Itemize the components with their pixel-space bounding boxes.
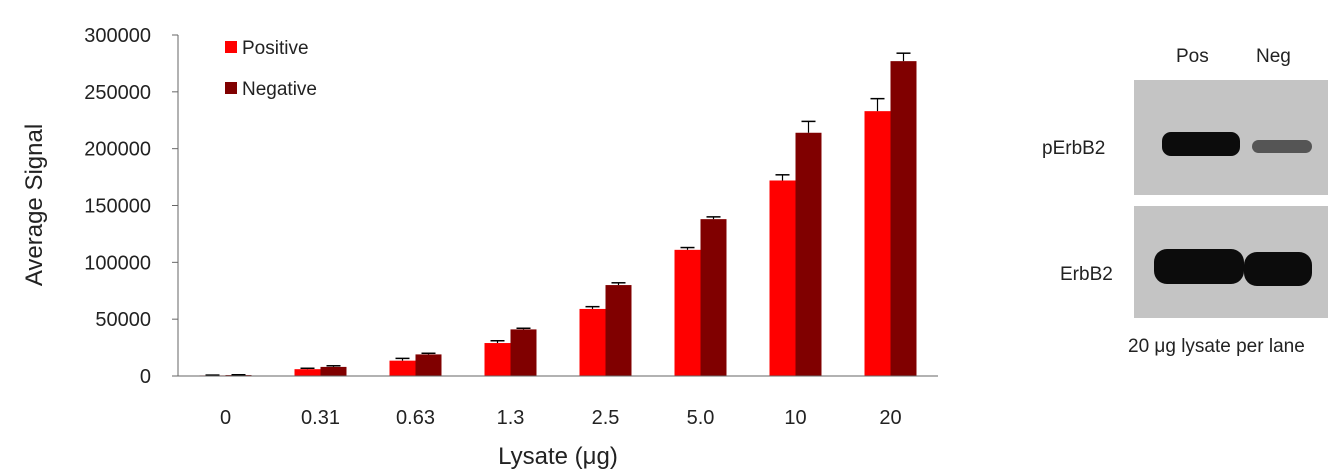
y-axis-label: Average Signal [21,124,48,286]
y-tick-label: 300000 [84,25,151,47]
bar-positive [484,343,511,376]
y-tick-label: 0 [140,366,151,388]
blot-membrane-erbb2 [1134,206,1328,318]
row-label-perbb2: pErbB2 [1042,138,1106,159]
x-tick-label: 5.0 [687,407,715,429]
band-neg-perbb2 [1252,140,1312,153]
x-axis-ticks: 0 0.31 0.63 1.3 2.5 5.0 10 20 [220,407,902,429]
band-neg-erbb2 [1244,252,1312,286]
y-axis-ticks: 0 50000 100000 150000 200000 250000 300000 [84,25,178,388]
bar-positive [579,308,606,376]
x-tick-label: 10 [784,407,806,429]
band-pos-erbb2 [1154,249,1244,284]
x-tick-label: 20 [879,407,901,429]
legend-swatch-negative [225,82,237,94]
bar-negative [605,285,632,376]
bar-negative [890,61,917,376]
legend: Positive Negative [225,38,317,100]
legend-swatch-positive [225,41,237,53]
x-tick-label: 0 [220,407,231,429]
blot-membrane-perbb2 [1134,80,1328,195]
x-axis-label: Lysate (μg) [498,443,618,470]
bar-positive [389,360,416,376]
legend-label-positive: Positive [242,38,309,59]
bar-negative [510,329,537,376]
bar-positive [769,180,796,376]
row-label-erbb2: ErbB2 [1060,264,1113,285]
lane-label-pos: Pos [1176,46,1209,67]
bar-positive [294,369,321,376]
bar-negative [320,366,347,376]
y-tick-label: 100000 [84,252,151,274]
band-pos-perbb2 [1162,132,1240,156]
bar-chart: 0 50000 100000 150000 200000 250000 300000 0 0.… [21,25,938,470]
x-tick-label: 2.5 [592,407,620,429]
bar-negative [795,132,822,376]
western-blot-panel: Pos Neg pErbB2 ErbB2 20 μg lysate per la… [1020,0,1328,474]
y-tick-label: 250000 [84,82,151,104]
legend-label-negative: Negative [242,79,317,100]
x-tick-label: 0.63 [396,407,435,429]
bar-negative [415,354,442,376]
bar-negative [700,219,727,376]
bars [199,52,917,377]
bar-positive [674,249,701,376]
blot-caption: 20 μg lysate per lane [1128,336,1305,357]
bar-positive [864,111,891,376]
x-tick-label: 1.3 [497,407,525,429]
y-tick-label: 150000 [84,196,151,218]
y-tick-label: 200000 [84,139,151,161]
x-tick-label: 0.31 [301,407,340,429]
y-tick-label: 50000 [95,309,151,331]
lane-label-neg: Neg [1256,46,1291,67]
